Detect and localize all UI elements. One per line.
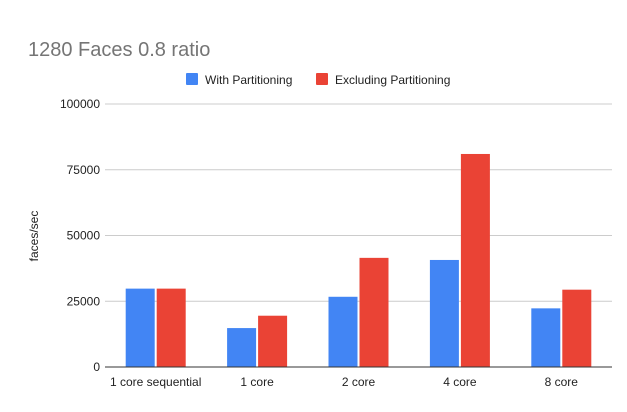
bar-excluding-partitioning-0 xyxy=(156,288,186,367)
x-tick-label: 8 core xyxy=(545,375,579,389)
x-tick-label: 1 core xyxy=(240,375,274,389)
bar-with-partitioning-0 xyxy=(125,288,155,367)
bars xyxy=(125,153,592,367)
y-tick-label: 50000 xyxy=(67,229,101,243)
bar-excluding-partitioning-3 xyxy=(460,153,490,367)
y-axis-ticks: 0 25000 50000 75000 100000 xyxy=(60,97,100,374)
x-tick-label: 4 core xyxy=(443,375,477,389)
x-tick-label: 1 core sequential xyxy=(110,375,201,389)
chart-title: 1280 Faces 0.8 ratio xyxy=(28,39,210,61)
legend: With Partitioning Excluding Partitioning xyxy=(186,73,450,87)
bar-with-partitioning-2 xyxy=(328,296,358,367)
y-tick-label: 100000 xyxy=(60,97,100,111)
bar-with-partitioning-1 xyxy=(227,328,257,367)
y-tick-label: 75000 xyxy=(67,163,101,177)
gridlines xyxy=(105,103,612,302)
bar-with-partitioning-4 xyxy=(531,308,561,367)
legend-swatch xyxy=(186,73,198,85)
y-tick-label: 0 xyxy=(93,360,100,374)
x-tick-label: 2 core xyxy=(342,375,376,389)
bar-with-partitioning-3 xyxy=(429,259,459,367)
legend-swatch xyxy=(316,73,328,85)
x-axis-ticks: 1 core sequential 1 core 2 core 4 core 8 cor… xyxy=(110,375,578,389)
legend-label: Excluding Partitioning xyxy=(335,73,450,87)
y-tick-label: 25000 xyxy=(67,294,101,308)
bar-excluding-partitioning-4 xyxy=(562,289,592,367)
bar-excluding-partitioning-1 xyxy=(258,315,288,367)
bar-excluding-partitioning-2 xyxy=(359,257,389,367)
y-axis-label: faces/sec xyxy=(27,211,41,262)
legend-label: With Partitioning xyxy=(205,73,292,87)
